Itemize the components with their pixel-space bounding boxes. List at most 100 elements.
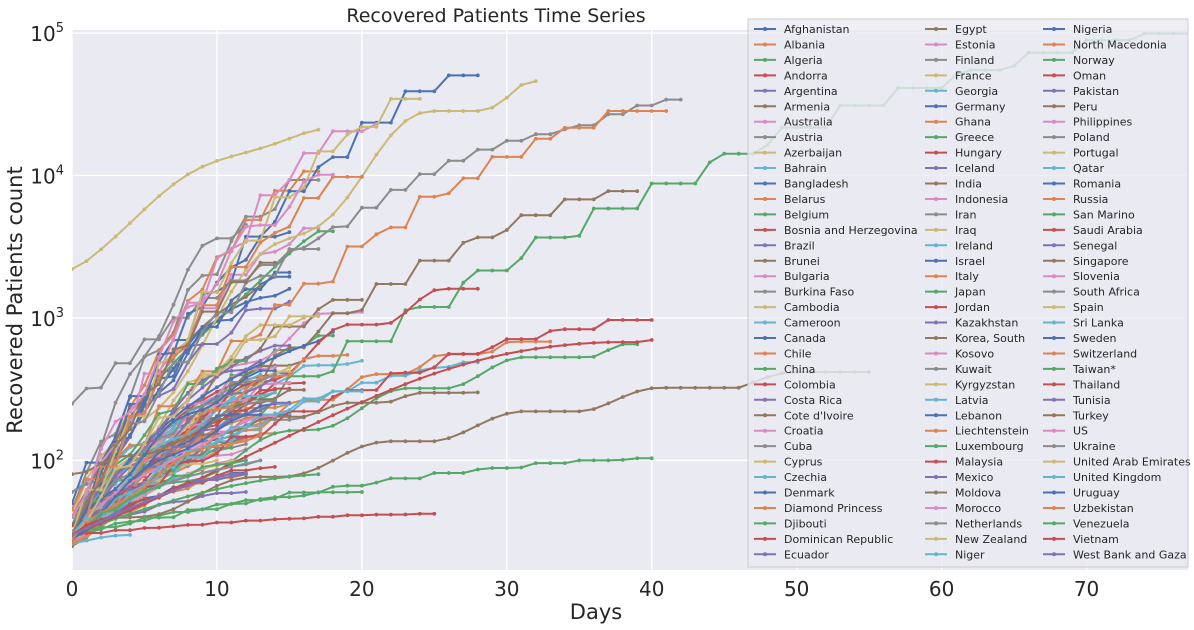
series-point [157, 338, 161, 342]
series-point [432, 512, 436, 516]
series-point [519, 337, 523, 341]
series-point [230, 261, 234, 265]
series-point [230, 442, 234, 446]
x-tick-label: 70 [1074, 577, 1099, 601]
legend-marker [1052, 290, 1056, 294]
series-point [432, 172, 436, 176]
series-point [418, 512, 422, 516]
legend-label: Estonia [955, 38, 996, 51]
series-point [635, 318, 639, 322]
series-point [172, 337, 176, 341]
series-point [461, 352, 465, 356]
series-point [490, 417, 494, 421]
legend-marker [1052, 305, 1056, 309]
series-point [201, 290, 205, 294]
series-point [186, 452, 190, 456]
series-point [186, 268, 190, 272]
legend-label: Sri Lanka [1073, 317, 1124, 330]
series-point [418, 386, 422, 390]
series-point [432, 288, 436, 292]
legend-marker [763, 429, 767, 433]
series-point [317, 307, 321, 311]
series-point [128, 221, 132, 225]
series-point [505, 466, 509, 470]
series-point [360, 400, 364, 404]
series-point [360, 245, 364, 249]
series-point [128, 506, 132, 510]
legend-label: Ghana [955, 116, 991, 129]
series-point [548, 137, 552, 141]
series-point [476, 148, 480, 152]
series-point [461, 287, 465, 291]
legend-marker [1052, 212, 1056, 216]
series-point [244, 472, 248, 476]
legend-label: Belgium [784, 208, 829, 221]
series-point [215, 440, 219, 444]
series-point [201, 471, 205, 475]
legend-label: Morocco [955, 502, 1001, 515]
series-point [346, 175, 350, 179]
series-point [288, 495, 292, 499]
series-point [201, 330, 205, 334]
series-point [186, 523, 190, 527]
series-point [302, 196, 306, 200]
series-point [375, 339, 379, 343]
series-point [143, 338, 147, 342]
series-point [244, 280, 248, 284]
legend-label: Saudi Arabia [1073, 224, 1143, 237]
series-point [360, 445, 364, 449]
series-point [360, 513, 364, 517]
series-point [172, 399, 176, 403]
series-point [172, 453, 176, 457]
series-point [172, 319, 176, 323]
series-point [548, 410, 552, 414]
series-point [317, 282, 321, 286]
series-point [505, 359, 509, 363]
legend-label: Colombia [784, 378, 836, 391]
series-point [317, 491, 321, 495]
series-point [259, 223, 263, 227]
series-point [505, 228, 509, 232]
series-point [650, 456, 654, 460]
series-point [317, 410, 321, 414]
series-point [157, 382, 161, 386]
series-point [534, 137, 538, 141]
legend-label: Spain [1073, 301, 1104, 314]
series-point [389, 439, 393, 443]
series-point [172, 432, 176, 436]
series-point [418, 172, 422, 176]
series-point [172, 489, 176, 493]
legend-marker [1052, 120, 1056, 124]
series-point [360, 381, 364, 385]
series-point [302, 282, 306, 286]
series-point [519, 83, 523, 87]
legend-label: Lebanon [955, 409, 1002, 422]
legend-label: Dominican Republic [784, 533, 893, 546]
legend-label: Bosnia and Herzegovina [784, 224, 918, 237]
series-point [215, 487, 219, 491]
series-point [577, 342, 581, 346]
series-point [346, 196, 350, 200]
series-point [302, 517, 306, 521]
series-point [230, 484, 234, 488]
series-point [230, 290, 234, 294]
series-point [302, 397, 306, 401]
series-point [606, 109, 610, 113]
legend-label: Chile [784, 347, 812, 360]
series-point [186, 409, 190, 413]
series-point [70, 501, 74, 505]
legend-marker [1052, 228, 1056, 232]
series-point [447, 386, 451, 390]
series-point [273, 195, 277, 199]
series-point [664, 386, 668, 390]
series-point [317, 374, 321, 378]
series-point [273, 401, 277, 405]
legend-marker [934, 135, 938, 139]
series-point [230, 280, 234, 284]
series-point [244, 490, 248, 494]
series-point [288, 237, 292, 241]
series-point [273, 391, 277, 395]
legend-label: Netherlands [955, 517, 1022, 530]
series-point [476, 176, 480, 180]
series-point [186, 301, 190, 305]
